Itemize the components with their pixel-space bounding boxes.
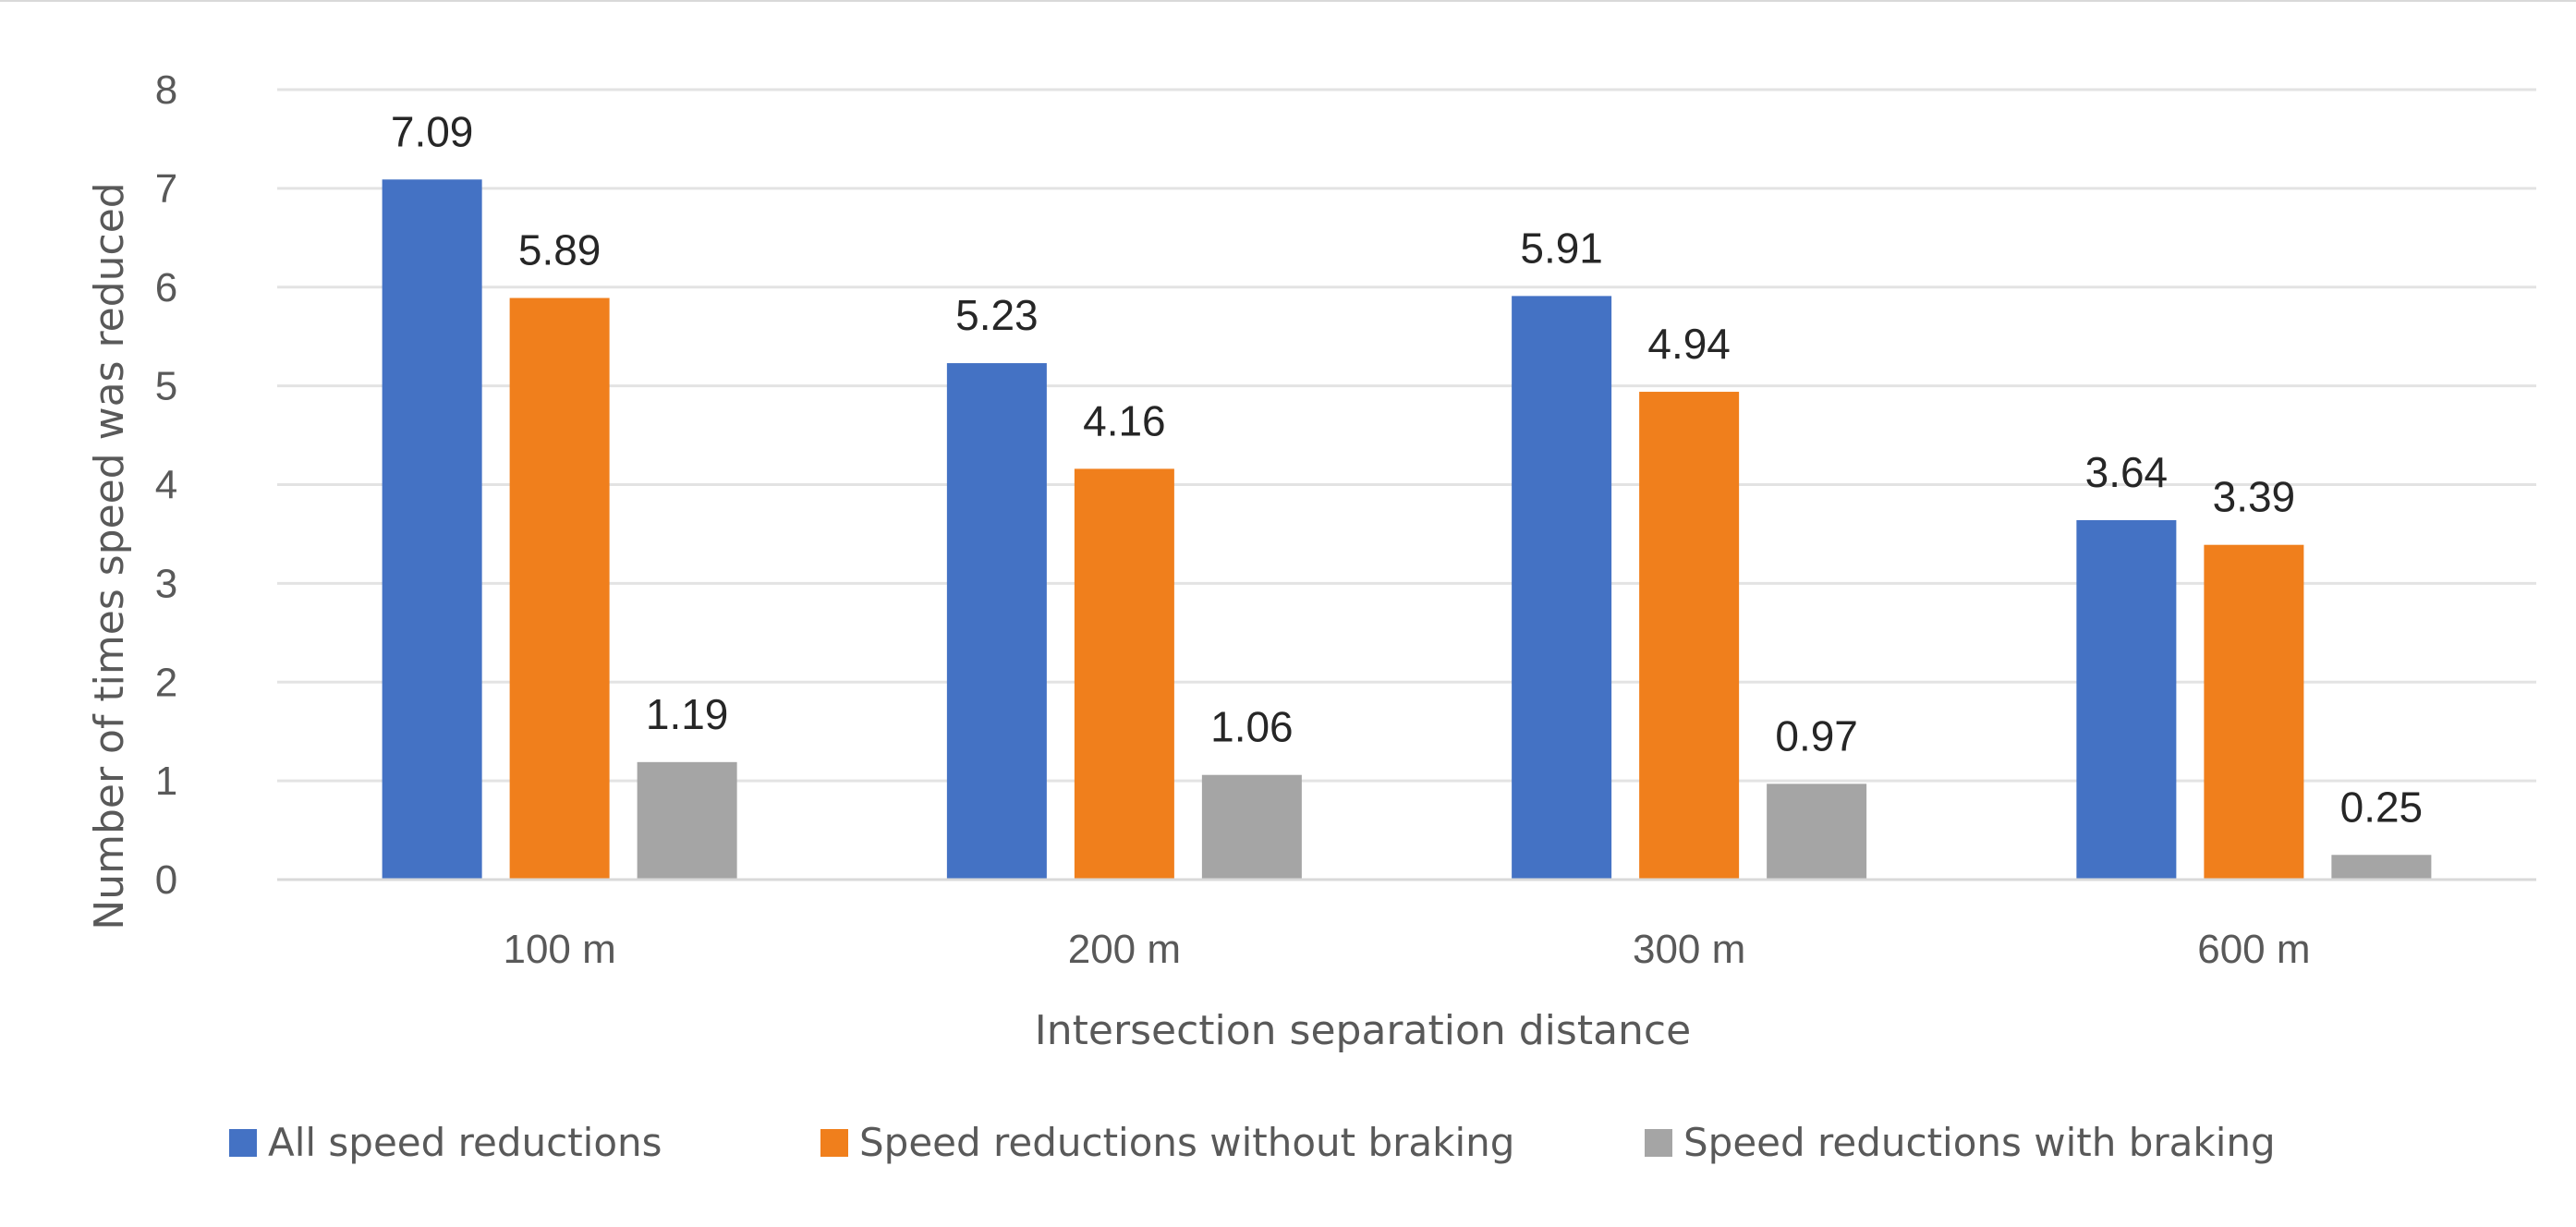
bar: [382, 179, 482, 881]
bar: [1201, 774, 1302, 880]
data-label: 4.94: [1647, 320, 1731, 368]
bar: [946, 363, 1047, 880]
data-label: 5.91: [1520, 224, 1603, 272]
legend-label: Speed reductions with braking: [1683, 1120, 2276, 1165]
y-tick-label: 0: [155, 857, 177, 903]
legend-swatch: [229, 1129, 257, 1157]
legend-label: Speed reductions without braking: [859, 1120, 1514, 1165]
gridlines: [277, 88, 2536, 783]
y-tick-label: 1: [155, 759, 177, 804]
y-tick-label: 3: [155, 561, 177, 606]
data-labels: 7.09 5.89 1.19 5.23 4.16 1.06 5.91 4.94 0.97 3.64…: [391, 107, 2423, 831]
y-tick-label: 6: [155, 265, 177, 310]
bar: [1074, 468, 1174, 880]
data-label: 1.06: [1210, 703, 1294, 751]
bars: [382, 179, 2432, 881]
bar: [509, 298, 610, 881]
y-axis-title: Number of times speed was reduced: [86, 182, 133, 929]
bar: [2204, 544, 2304, 880]
y-tick-label: 2: [155, 660, 177, 705]
y-tick-label: 5: [155, 364, 177, 409]
x-axis-ticks: 100 m 200 m 300 m 600 m: [503, 927, 2310, 972]
data-label: 1.19: [646, 690, 729, 738]
data-label: 5.23: [955, 291, 1039, 339]
data-label: 0.97: [1775, 711, 1858, 759]
data-label: 3.64: [2085, 448, 2169, 496]
data-label: 3.39: [2213, 473, 2296, 521]
y-tick-label: 4: [155, 463, 177, 508]
y-axis-ticks: 0 1 2 3 4 5 6 7 8: [155, 67, 177, 903]
legend: All speed reductions Speed reductions wit…: [229, 1120, 2276, 1165]
legend-item: Speed reductions without braking: [820, 1120, 1514, 1165]
y-tick-label: 8: [155, 67, 177, 113]
legend-item: Speed reductions with braking: [1645, 1120, 2276, 1165]
legend-item: All speed reductions: [229, 1120, 662, 1165]
bar: [1639, 392, 1740, 881]
x-tick-label: 100 m: [503, 927, 615, 972]
data-label: 5.89: [518, 226, 601, 274]
legend-swatch: [1645, 1129, 1672, 1157]
bar: [637, 761, 737, 880]
bar: [2076, 519, 2177, 880]
bar: [1767, 784, 1867, 880]
x-axis-title: Intersection separation distance: [1035, 1007, 1691, 1054]
y-tick-label: 7: [155, 166, 177, 212]
bar: [2331, 855, 2432, 880]
legend-swatch: [820, 1129, 848, 1157]
x-tick-label: 300 m: [1633, 927, 1745, 972]
x-tick-label: 600 m: [2197, 927, 2310, 972]
legend-label: All speed reductions: [268, 1120, 662, 1165]
data-label: 7.09: [391, 107, 474, 155]
bar: [1512, 296, 1612, 880]
data-label: 4.16: [1083, 396, 1166, 444]
data-label: 0.25: [2340, 783, 2424, 831]
x-tick-label: 200 m: [1068, 927, 1181, 972]
